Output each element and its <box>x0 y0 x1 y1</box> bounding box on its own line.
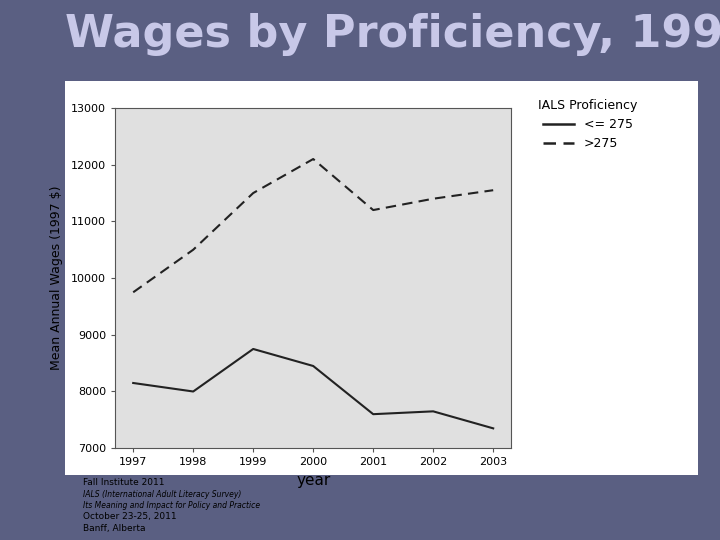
Text: Its Meaning and Impact for Policy and Practice: Its Meaning and Impact for Policy and Pr… <box>83 501 260 510</box>
Legend: <= 275, >275: <= 275, >275 <box>532 93 644 157</box>
Text: Banff, Alberta: Banff, Alberta <box>83 524 145 533</box>
Text: October 23-25, 2011: October 23-25, 2011 <box>83 512 176 522</box>
Y-axis label: Mean Annual Wages (1997 $): Mean Annual Wages (1997 $) <box>50 186 63 370</box>
X-axis label: year: year <box>296 473 330 488</box>
Text: Wages by Proficiency, 1997-2003: Wages by Proficiency, 1997-2003 <box>65 14 720 57</box>
Text: IALS (International Adult Literacy Survey): IALS (International Adult Literacy Surve… <box>83 490 241 499</box>
Text: Fall Institute 2011: Fall Institute 2011 <box>83 478 164 487</box>
